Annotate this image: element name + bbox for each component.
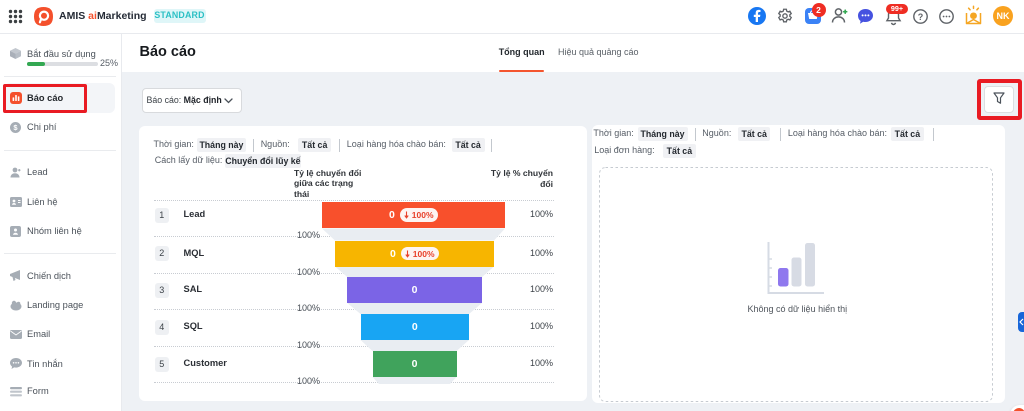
svg-text:$: $ [13,123,18,132]
svg-text:?: ? [918,12,924,22]
